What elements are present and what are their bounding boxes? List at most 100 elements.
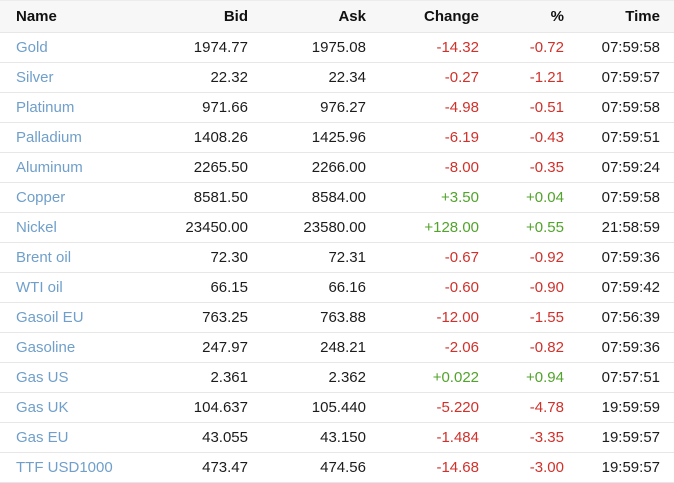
table-header: Name Bid Ask Change % Time — [0, 0, 674, 33]
time-value: 07:59:24 — [601, 159, 660, 176]
ask-value: 66.16 — [328, 279, 366, 296]
ask-value: 2.362 — [328, 369, 366, 386]
percent-value: -1.21 — [529, 69, 564, 86]
instrument-name[interactable]: Gasoline — [16, 339, 76, 356]
table-row[interactable]: Gasoline 247.97 248.21 -2.06 -0.82 07:59:36 — [0, 332, 674, 363]
bid-value: 72.30 — [210, 249, 248, 266]
time-value: 19:59:57 — [601, 459, 660, 476]
ask-value: 976.27 — [320, 99, 366, 116]
change-value: -0.60 — [444, 279, 479, 296]
percent-value: -0.82 — [529, 339, 564, 356]
column-header-ask: Ask — [338, 8, 366, 25]
column-header-bid: Bid — [223, 8, 248, 25]
table-row[interactable]: Aluminum 2265.50 2266.00 -8.00 -0.35 07:59:24 — [0, 152, 674, 183]
instrument-name[interactable]: Aluminum — [16, 159, 83, 176]
table-row[interactable]: Gas US 2.361 2.362 +0.022 +0.94 07:57:51 — [0, 362, 674, 393]
bid-value: 43.055 — [202, 429, 248, 446]
table-row[interactable]: Brent oil 72.30 72.31 -0.67 -0.92 07:59:36 — [0, 242, 674, 273]
bid-value: 66.15 — [210, 279, 248, 296]
change-value: -14.32 — [436, 39, 479, 56]
bid-value: 1408.26 — [193, 129, 248, 146]
instrument-name[interactable]: Platinum — [16, 99, 75, 116]
table-row[interactable]: Silver 22.32 22.34 -0.27 -1.21 07:59:57 — [0, 62, 674, 93]
ask-value: 22.34 — [328, 69, 366, 86]
bid-value: 22.32 — [210, 69, 248, 86]
time-value: 21:58:59 — [601, 219, 660, 236]
bid-value: 247.97 — [202, 339, 248, 356]
header-row: Name Bid Ask Change % Time — [0, 0, 674, 33]
bid-value: 971.66 — [202, 99, 248, 116]
change-value: -14.68 — [436, 459, 479, 476]
time-value: 07:59:36 — [601, 249, 660, 266]
table-row[interactable]: Gas UK 104.637 105.440 -5.220 -4.78 19:59:59 — [0, 392, 674, 423]
time-value: 19:59:57 — [601, 429, 660, 446]
instrument-name[interactable]: Palladium — [16, 129, 82, 146]
ask-value: 8584.00 — [311, 189, 366, 206]
time-value: 07:59:58 — [601, 39, 660, 56]
percent-value: -0.72 — [529, 39, 564, 56]
percent-value: -1.55 — [529, 309, 564, 326]
table-row[interactable]: Gas EU 43.055 43.150 -1.484 -3.35 19:59:57 — [0, 422, 674, 453]
time-value: 07:56:39 — [601, 309, 660, 326]
bid-value: 23450.00 — [185, 219, 248, 236]
instrument-name[interactable]: Brent oil — [16, 249, 72, 266]
time-value: 07:59:58 — [601, 189, 660, 206]
table-body: Gold 1974.77 1975.08 -14.32 -0.72 07:59:58 Sil… — [0, 32, 674, 483]
ask-value: 763.88 — [320, 309, 366, 326]
ask-value: 105.440 — [311, 399, 366, 416]
instrument-name[interactable]: TTF USD1000 — [16, 459, 113, 476]
table-row[interactable]: WTI oil 66.15 66.16 -0.60 -0.90 07:59:42 — [0, 272, 674, 303]
instrument-name[interactable]: Gas UK — [16, 399, 69, 416]
time-value: 19:59:59 — [601, 399, 660, 416]
ask-value: 474.56 — [320, 459, 366, 476]
ask-value: 43.150 — [320, 429, 366, 446]
instrument-name[interactable]: Silver — [16, 69, 54, 86]
percent-value: -0.92 — [529, 249, 564, 266]
bid-value: 2265.50 — [193, 159, 248, 176]
instrument-name[interactable]: Gas US — [16, 369, 69, 386]
change-value: -2.06 — [444, 339, 479, 356]
time-value: 07:59:58 — [601, 99, 660, 116]
table-row[interactable]: Gasoil EU 763.25 763.88 -12.00 -1.55 07:56:39 — [0, 302, 674, 333]
bid-value: 763.25 — [202, 309, 248, 326]
bid-value: 104.637 — [193, 399, 248, 416]
change-value: -4.98 — [444, 99, 479, 116]
ask-value: 2266.00 — [311, 159, 366, 176]
change-value: +0.022 — [432, 369, 479, 386]
table-row[interactable]: TTF USD1000 473.47 474.56 -14.68 -3.00 19:59:… — [0, 452, 674, 483]
instrument-name[interactable]: WTI oil — [16, 279, 63, 296]
table-row[interactable]: Nickel 23450.00 23580.00 +128.00 +0.55 21:58:… — [0, 212, 674, 243]
ask-value: 72.31 — [328, 249, 366, 266]
time-value: 07:59:42 — [601, 279, 660, 296]
time-value: 07:57:51 — [601, 369, 660, 386]
instrument-name[interactable]: Copper — [16, 189, 66, 206]
instrument-name[interactable]: Nickel — [16, 219, 57, 236]
change-value: -6.19 — [444, 129, 479, 146]
table-row[interactable]: Palladium 1408.26 1425.96 -6.19 -0.43 07:59:5… — [0, 122, 674, 153]
column-header-percent: % — [550, 8, 564, 25]
percent-value: -0.35 — [529, 159, 564, 176]
change-value: -0.27 — [444, 69, 479, 86]
percent-value: -4.78 — [529, 399, 564, 416]
instrument-name[interactable]: Gasoil EU — [16, 309, 84, 326]
percent-value: +0.04 — [526, 189, 564, 206]
change-value: -1.484 — [436, 429, 479, 446]
percent-value: -0.90 — [529, 279, 564, 296]
percent-value: -3.00 — [529, 459, 564, 476]
percent-value: -3.35 — [529, 429, 564, 446]
percent-value: +0.55 — [526, 219, 564, 236]
bid-value: 2.361 — [210, 369, 248, 386]
time-value: 07:59:57 — [601, 69, 660, 86]
ask-value: 1975.08 — [311, 39, 366, 56]
instrument-name[interactable]: Gold — [16, 39, 48, 56]
change-value: +128.00 — [424, 219, 479, 236]
table-row[interactable]: Copper 8581.50 8584.00 +3.50 +0.04 07:59:58 — [0, 182, 674, 213]
column-header-change: Change — [423, 8, 479, 25]
change-value: -5.220 — [436, 399, 479, 416]
percent-value: -0.51 — [529, 99, 564, 116]
table-row[interactable]: Platinum 971.66 976.27 -4.98 -0.51 07:59:58 — [0, 92, 674, 123]
instrument-name[interactable]: Gas EU — [16, 429, 69, 446]
table-row[interactable]: Gold 1974.77 1975.08 -14.32 -0.72 07:59:58 — [0, 32, 674, 63]
time-value: 07:59:51 — [601, 129, 660, 146]
